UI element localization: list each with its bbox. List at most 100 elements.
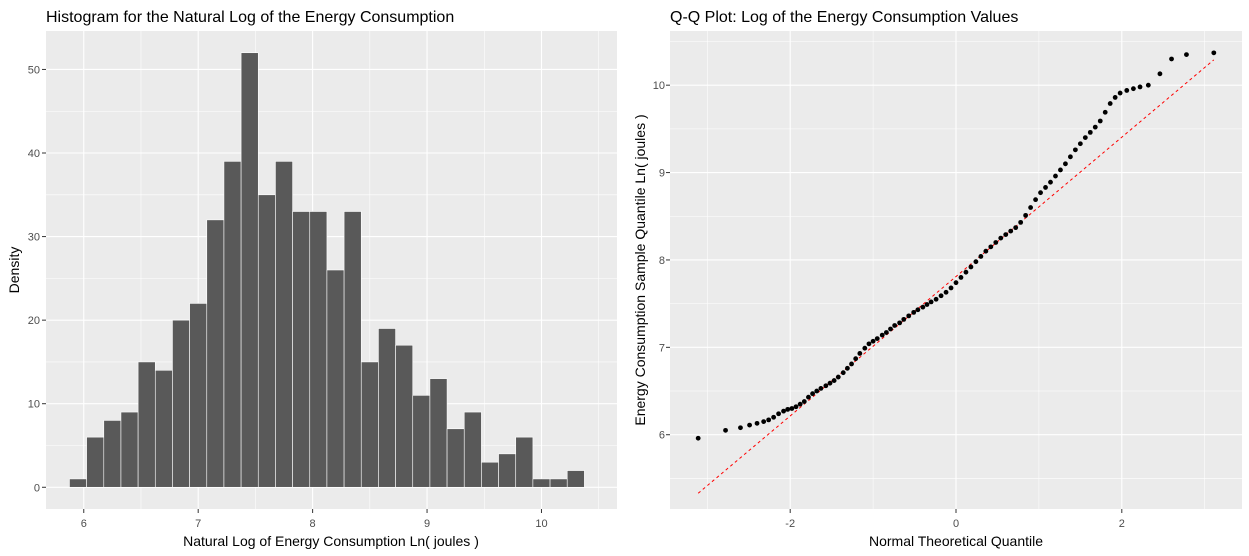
qq-point	[761, 419, 767, 425]
qq-point	[968, 264, 974, 270]
x-tick-label: 8	[310, 518, 316, 530]
qq-x-axis: -2 0 2	[785, 509, 1125, 530]
x-tick-label: 7	[195, 518, 201, 530]
qq-point	[1043, 185, 1048, 190]
qq-point	[1102, 109, 1108, 115]
qq-point	[695, 435, 701, 441]
qq-point	[754, 420, 760, 426]
histogram-bar	[206, 219, 225, 488]
x-tick-label: -2	[785, 518, 795, 530]
x-tick-label: 2	[1119, 518, 1125, 530]
y-tick-label: 6	[659, 430, 665, 442]
histogram-bar	[275, 161, 293, 488]
qq-point	[1107, 101, 1113, 106]
qq-point	[948, 285, 954, 291]
qq-point	[781, 408, 786, 414]
histogram-bar	[223, 161, 242, 488]
qq-point	[1145, 82, 1151, 88]
qq-point	[806, 394, 811, 400]
histogram-bar	[481, 461, 499, 488]
qq-point	[1082, 135, 1088, 141]
qq-point	[1169, 56, 1174, 62]
qq-point	[789, 406, 795, 411]
histogram-bar	[498, 453, 517, 488]
qq-point	[1211, 50, 1217, 56]
qq-point	[1184, 52, 1189, 57]
histogram-y-axis-title: Density	[6, 247, 22, 294]
histogram-x-axis: 6 7 8 9 10	[81, 509, 548, 530]
qq-point	[953, 280, 959, 286]
qq-point	[810, 391, 815, 397]
qq-point	[862, 345, 868, 351]
qq-point	[814, 388, 820, 394]
histogram-bar	[395, 344, 414, 488]
qq-point	[1157, 71, 1163, 77]
qq-point	[823, 383, 829, 389]
y-tick-label: 20	[28, 315, 40, 327]
histogram-bar	[309, 211, 328, 488]
qq-point	[870, 338, 876, 344]
qq-point	[1077, 141, 1083, 147]
qq-point	[849, 361, 854, 367]
qq-point	[818, 386, 824, 391]
histogram-y-axis: 0 10 20 30 40 50	[28, 64, 46, 494]
y-tick-label: 40	[28, 148, 40, 160]
y-tick-label: 0	[34, 482, 40, 494]
qq-point	[835, 374, 841, 380]
y-tick-label: 50	[28, 64, 40, 76]
y-tick-label: 30	[28, 232, 40, 244]
qq-point	[963, 269, 969, 275]
qq-point	[1048, 179, 1053, 185]
histogram-bar	[189, 303, 208, 488]
histogram-bar	[429, 378, 448, 488]
histogram-bar	[515, 436, 534, 488]
qq-point	[1038, 190, 1043, 196]
qq-point	[983, 248, 989, 254]
qq-point	[924, 302, 930, 307]
qq-point	[906, 313, 912, 319]
qq-point	[785, 406, 791, 412]
histogram-bar	[446, 428, 465, 488]
qq-point	[857, 351, 863, 356]
qq-point	[928, 299, 934, 305]
qq-point	[853, 356, 859, 362]
qq-y-axis-title: Energy Consumption Sample Quantile Ln( j…	[632, 114, 648, 425]
histogram-bar	[549, 478, 568, 488]
qq-point	[998, 235, 1004, 241]
qq-point	[1008, 228, 1014, 234]
qq-point	[911, 309, 917, 315]
y-tick-label: 10	[28, 399, 40, 411]
histogram-bar	[463, 411, 482, 488]
histogram-bar	[240, 52, 259, 488]
qq-point	[1087, 129, 1093, 135]
qq-reference-line	[697, 59, 1215, 494]
x-tick-label: 9	[424, 518, 430, 530]
histogram-bar	[343, 211, 362, 488]
qq-point	[1018, 219, 1024, 225]
qq-point	[845, 365, 850, 371]
y-tick-label: 9	[659, 168, 665, 180]
qq-point	[933, 296, 939, 302]
qq-point	[866, 341, 872, 347]
qq-point	[920, 304, 926, 310]
qq-point	[1072, 147, 1078, 153]
qq-point	[1023, 212, 1029, 218]
qq-point	[801, 399, 807, 404]
qq-point	[1003, 232, 1009, 238]
histogram-bar	[292, 211, 311, 488]
qq-point	[1013, 225, 1019, 231]
qq-point	[747, 422, 752, 428]
qq-point	[943, 289, 949, 295]
qq-point	[1068, 154, 1073, 160]
qq-point	[797, 401, 803, 407]
y-tick-label: 7	[659, 342, 665, 354]
histogram-bar	[120, 411, 139, 488]
qq-point	[831, 378, 837, 383]
qq-point	[1058, 167, 1063, 173]
x-tick-label: 0	[953, 518, 959, 530]
qq-point	[915, 307, 921, 313]
qq-point	[1117, 90, 1123, 96]
qq-point	[1092, 124, 1098, 130]
qq-point	[793, 404, 799, 410]
